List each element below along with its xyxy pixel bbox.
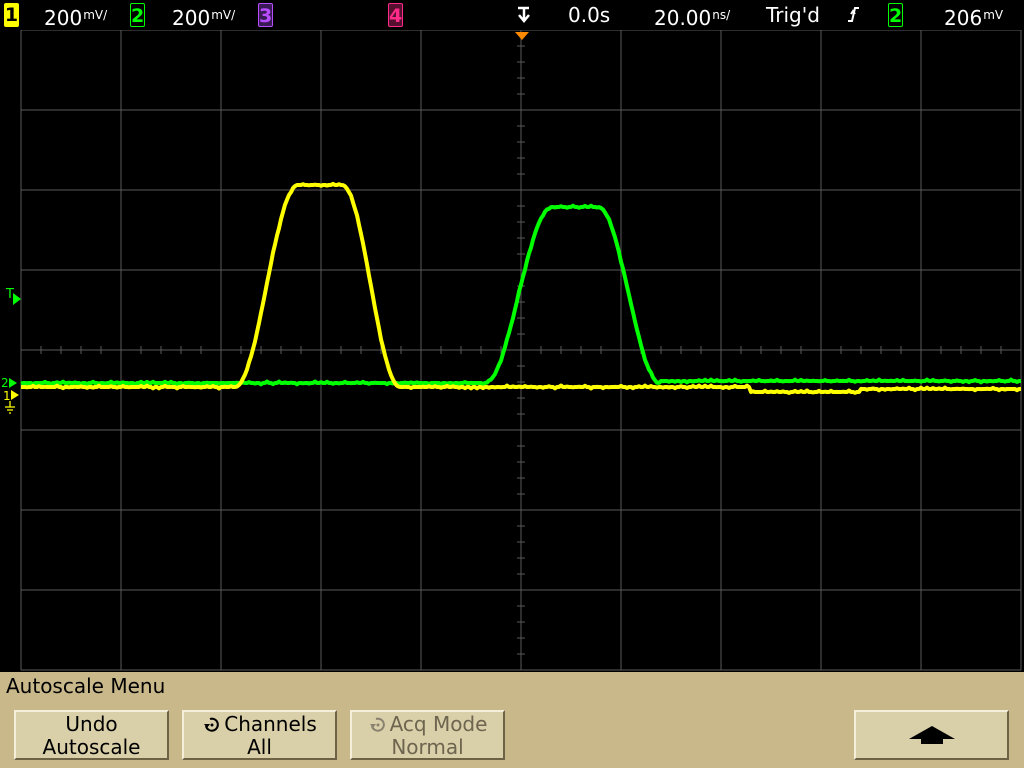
softkey-label-line1: Undo [65, 712, 118, 736]
softkey-label-line2: Normal [391, 735, 464, 759]
trigger-level-arrow [13, 293, 21, 305]
channel-1-trace [21, 181, 1021, 395]
horizontal-delay[interactable]: 0.0s [568, 3, 611, 27]
trigger-level-marker[interactable]: T [5, 287, 14, 302]
channel-1-scale[interactable]: 200mV/ [44, 6, 108, 30]
channel-2-ground-marker[interactable]: 2 [1, 376, 9, 390]
channel-4-badge[interactable]: 4 [388, 3, 403, 27]
up-arrow-icon [856, 712, 1007, 751]
channel-1-badge[interactable]: 1 [4, 3, 19, 27]
graticule [20, 30, 1022, 671]
softkey-label-line2: All [247, 735, 272, 759]
trigger-delay-arrow-icon [515, 2, 533, 32]
acq-mode-button[interactable]: Acq Mode Normal [350, 710, 505, 760]
softkey-menu: Autoscale Menu Undo Autoscale Channels A… [0, 672, 1024, 768]
channel-2-badge[interactable]: 2 [130, 3, 145, 27]
waveform-display[interactable]: T 2 1 [0, 30, 1024, 672]
menu-up-button[interactable] [854, 710, 1009, 760]
timebase-scale[interactable]: 20.00ns/ [654, 6, 731, 30]
channel-2-trace [20, 203, 1021, 387]
status-bar: 1 200mV/ 2 200mV/ 3 4 0.0s 20.00ns/ Trig… [0, 0, 1024, 30]
channel-3-badge[interactable]: 3 [258, 3, 273, 27]
trigger-source-badge[interactable]: 2 [888, 3, 903, 27]
channel-2-ground-arrow [9, 378, 17, 388]
channel-1-ground-arrow [11, 390, 19, 400]
ground-symbol-icon [5, 401, 15, 414]
trigger-level[interactable]: 206mV [944, 6, 1004, 30]
channel-2-scale[interactable]: 200mV/ [172, 6, 236, 30]
trigger-position-marker[interactable] [515, 32, 529, 40]
rotary-knob-icon [202, 714, 222, 734]
trigger-status: Trig'd [766, 3, 820, 27]
softkey-label-line1: Channels [224, 712, 317, 736]
rotary-knob-icon [368, 714, 388, 734]
softkey-label-line1: Acq Mode [389, 712, 488, 736]
channels-all-button[interactable]: Channels All [182, 710, 337, 760]
softkey-label-line2: Autoscale [42, 735, 141, 759]
menu-title: Autoscale Menu [6, 674, 166, 698]
channel-1-ground-marker[interactable]: 1 [3, 389, 11, 403]
undo-autoscale-button[interactable]: Undo Autoscale [14, 710, 169, 760]
rising-edge-icon [846, 2, 860, 32]
